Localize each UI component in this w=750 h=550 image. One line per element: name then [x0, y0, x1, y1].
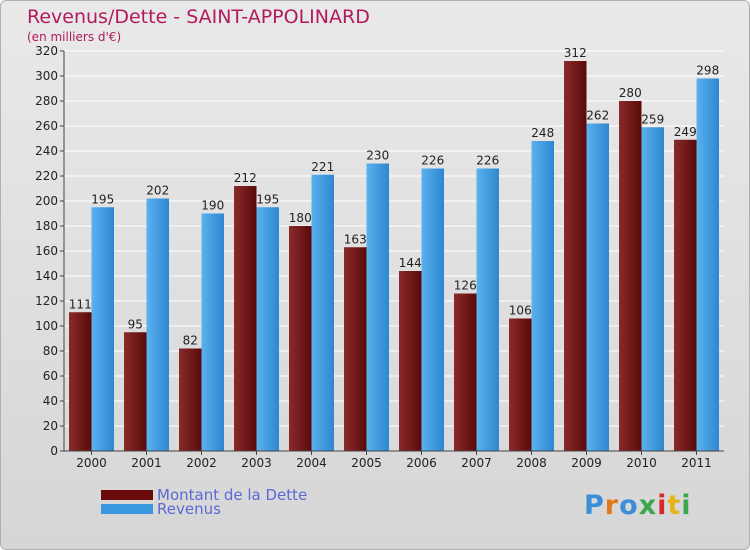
bar-dette — [674, 139, 697, 451]
x-tick-label: 2010 — [626, 456, 657, 470]
data-label: 202 — [146, 184, 169, 198]
data-label: 221 — [311, 160, 334, 174]
y-tick-label: 220 — [35, 169, 58, 183]
bar-revenus — [146, 198, 169, 451]
axes: 0 20 40 60 80 100 120 140 160 180 200 220 240 260 280 3… — [35, 44, 724, 470]
x-tick-label: 2000 — [76, 456, 107, 470]
x-tick-label: 2009 — [571, 456, 602, 470]
bar-dette — [179, 348, 202, 451]
y-tick-label: 320 — [35, 44, 58, 58]
y-tick-label: 140 — [35, 269, 58, 283]
y-tick-label: 20 — [43, 419, 58, 433]
logo-letter: r — [604, 490, 620, 521]
legend-label-dette: Montant de la Dette — [157, 486, 308, 504]
data-label: 230 — [366, 149, 389, 163]
bar-dette — [234, 186, 257, 451]
data-label: 280 — [619, 86, 642, 100]
bar-dette — [69, 312, 92, 451]
x-tick-label: 2002 — [186, 456, 217, 470]
data-label: 106 — [509, 304, 532, 318]
y-tick-label: 160 — [35, 244, 58, 258]
x-tick-label: 2008 — [516, 456, 547, 470]
data-label: 195 — [256, 192, 279, 206]
legend-label-revenus: Revenus — [157, 500, 221, 518]
bar-dette — [564, 61, 587, 451]
y-tick-label: 280 — [35, 94, 58, 108]
y-tick-label: 60 — [43, 369, 58, 383]
bar-revenus — [256, 207, 279, 451]
bar-dette — [124, 332, 147, 451]
y-tick-label: 0 — [50, 444, 58, 458]
logo-letter: P — [584, 490, 605, 521]
bar-dette — [454, 293, 477, 451]
logo-letter: t — [667, 490, 682, 521]
bar-revenus — [366, 163, 389, 451]
bar-revenus — [311, 174, 334, 451]
legend-swatch-dette — [101, 490, 153, 500]
y-tick-label: 80 — [43, 344, 58, 358]
data-label: 95 — [128, 317, 143, 331]
x-tick-label: 2011 — [681, 456, 712, 470]
logo-letter: i — [681, 490, 692, 521]
data-label: 259 — [641, 112, 664, 126]
bar-dette — [344, 247, 367, 451]
data-label: 298 — [696, 64, 719, 78]
data-label: 180 — [289, 211, 312, 225]
bar-revenus — [476, 168, 499, 451]
data-label: 195 — [91, 192, 114, 206]
data-label: 312 — [564, 46, 587, 60]
x-tick-label: 2006 — [406, 456, 437, 470]
grid-lines — [64, 50, 724, 452]
y-tick-label: 200 — [35, 194, 58, 208]
legend-swatch-revenus — [101, 504, 153, 514]
chart-title: Revenus/Dette - SAINT-APPOLINARD — [27, 6, 370, 28]
y-tick-label: 100 — [35, 319, 58, 333]
y-tick-label: 260 — [35, 119, 58, 133]
data-label: 212 — [234, 171, 257, 185]
bar-dette — [509, 318, 532, 451]
bar-dette — [289, 226, 312, 451]
bar-revenus — [91, 207, 114, 451]
legend-item-dette: Montant de la Dette — [101, 486, 308, 504]
x-tick-label: 2005 — [351, 456, 382, 470]
data-label: 226 — [476, 154, 499, 168]
data-label: 144 — [399, 256, 422, 270]
bar-dette — [399, 271, 422, 451]
legend-item-revenus: Revenus — [101, 500, 221, 518]
x-tick-label: 2001 — [131, 456, 162, 470]
data-label: 226 — [421, 154, 444, 168]
bar-dette — [619, 101, 642, 451]
data-label: 126 — [454, 279, 477, 293]
logo-letter: i — [657, 490, 668, 521]
data-label: 190 — [201, 199, 224, 213]
y-tick-label: 240 — [35, 144, 58, 158]
data-label: 262 — [586, 109, 609, 123]
bars — [69, 61, 719, 451]
bar-revenus — [531, 141, 554, 451]
bar-revenus — [641, 127, 664, 451]
y-tick-label: 40 — [43, 394, 58, 408]
data-label: 249 — [674, 125, 697, 139]
data-labels: 111 195 95 202 82 190 212 195 180 221 163 230 144 226… — [69, 46, 719, 348]
y-tick-label: 300 — [35, 69, 58, 83]
chart-subtitle: (en milliers d'€) — [27, 30, 122, 44]
data-label: 248 — [531, 126, 554, 140]
y-tick-label: 180 — [35, 219, 58, 233]
bar-revenus — [201, 213, 224, 451]
data-label: 82 — [183, 334, 198, 348]
bar-revenus — [586, 123, 609, 451]
data-label: 111 — [69, 297, 92, 311]
proxiti-logo: Proxiti — [584, 490, 692, 521]
logo-letter: x — [638, 490, 658, 521]
bar-revenus — [421, 168, 444, 451]
x-tick-label: 2003 — [241, 456, 272, 470]
logo-letter: o — [619, 490, 639, 521]
data-label: 163 — [344, 232, 367, 246]
x-tick-label: 2004 — [296, 456, 327, 470]
x-tick-label: 2007 — [461, 456, 492, 470]
bar-revenus — [696, 78, 719, 451]
y-tick-label: 120 — [35, 294, 58, 308]
